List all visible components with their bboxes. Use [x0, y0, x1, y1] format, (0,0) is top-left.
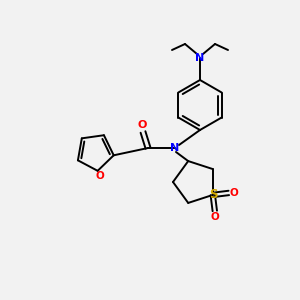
Text: O: O [210, 212, 219, 222]
Text: O: O [95, 171, 104, 181]
Text: O: O [137, 120, 147, 130]
Text: N: N [195, 53, 205, 63]
Text: N: N [170, 143, 180, 153]
Text: S: S [209, 188, 218, 201]
Text: O: O [230, 188, 238, 198]
